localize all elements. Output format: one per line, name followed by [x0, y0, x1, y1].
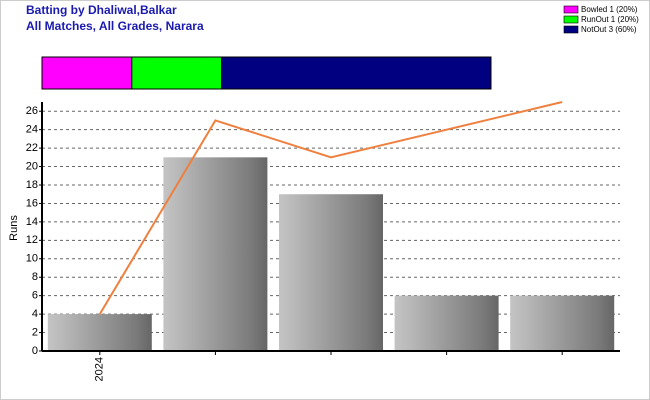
- y-tick-label: 18: [26, 179, 38, 191]
- legend-label: NotOut 3 (60%): [581, 25, 637, 34]
- breakdown-segment: [221, 56, 492, 90]
- y-tick-label: 20: [26, 160, 38, 172]
- chart-subtitle: All Matches, All Grades, Narara: [26, 19, 204, 33]
- y-tick-label: 8: [32, 271, 38, 283]
- bar: [47, 314, 152, 351]
- y-tick-label: 0: [32, 345, 38, 357]
- y-tick-label: 2: [32, 326, 38, 338]
- bar: [163, 157, 268, 351]
- breakdown-segment: [131, 56, 223, 90]
- y-tick-label: 24: [26, 124, 38, 136]
- y-tick-label: 4: [32, 308, 38, 320]
- legend-swatch: [563, 15, 579, 24]
- legend-swatch: [563, 25, 579, 34]
- bar: [279, 194, 383, 351]
- y-tick-label: 14: [26, 216, 38, 228]
- legend-label: RunOut 1 (20%): [581, 15, 639, 24]
- y-tick-label: 12: [26, 234, 38, 246]
- legend-swatch: [563, 5, 579, 14]
- breakdown-segment: [41, 56, 133, 90]
- y-tick-label: 16: [26, 197, 38, 209]
- bar: [510, 295, 615, 351]
- y-tick-label: 22: [26, 142, 38, 154]
- legend-label: Bowled 1 (20%): [581, 5, 638, 14]
- bar: [394, 295, 499, 351]
- y-tick-label: 10: [26, 253, 38, 265]
- chart-title: Batting by Dhaliwal,Balkar: [26, 3, 177, 17]
- x-tick-label: 2024: [94, 357, 106, 381]
- y-tick-label: 6: [32, 290, 38, 302]
- y-axis-label: Runs: [8, 215, 20, 241]
- y-tick-label: 26: [26, 105, 38, 117]
- line: [98, 101, 563, 315]
